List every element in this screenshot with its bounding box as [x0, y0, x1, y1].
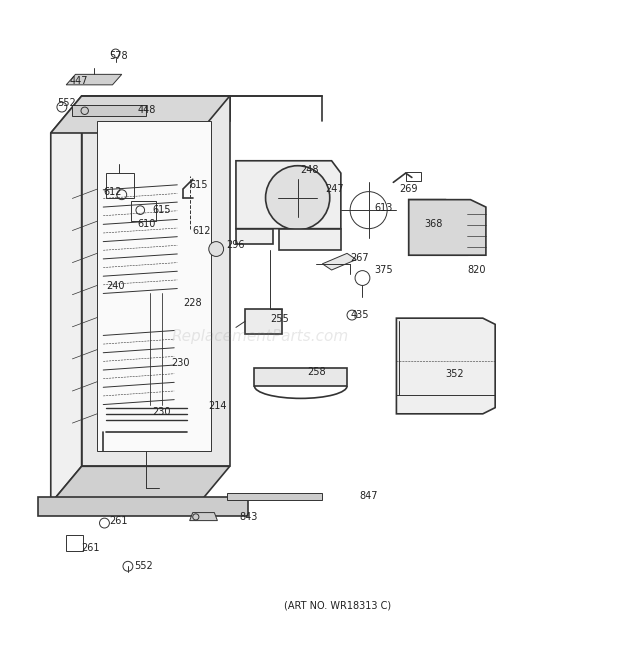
Polygon shape	[190, 512, 218, 521]
Text: 612: 612	[104, 186, 122, 196]
Polygon shape	[51, 466, 230, 503]
Text: 820: 820	[467, 265, 486, 275]
Polygon shape	[279, 229, 341, 251]
Text: 296: 296	[227, 241, 245, 251]
Bar	[106, 173, 134, 198]
Polygon shape	[82, 96, 230, 466]
Text: 843: 843	[239, 512, 257, 522]
Bar	[131, 201, 156, 221]
Text: 448: 448	[137, 104, 156, 114]
Text: 255: 255	[270, 315, 289, 325]
Polygon shape	[254, 368, 347, 386]
Text: 552: 552	[134, 561, 153, 571]
Polygon shape	[51, 96, 82, 503]
Text: 615: 615	[190, 180, 208, 190]
Polygon shape	[227, 494, 322, 500]
Text: 247: 247	[326, 184, 344, 194]
Circle shape	[209, 242, 224, 256]
Text: 352: 352	[446, 369, 464, 379]
Text: 269: 269	[399, 184, 418, 194]
Polygon shape	[245, 309, 282, 334]
Text: 228: 228	[184, 297, 202, 308]
Polygon shape	[236, 161, 341, 229]
Text: 240: 240	[106, 281, 125, 291]
Bar	[97, 121, 211, 451]
Polygon shape	[409, 200, 467, 255]
Polygon shape	[38, 497, 248, 516]
Text: 258: 258	[307, 368, 326, 377]
Polygon shape	[322, 253, 356, 270]
Text: 375: 375	[375, 265, 394, 275]
Polygon shape	[66, 74, 122, 85]
Bar	[66, 535, 84, 551]
Text: 230: 230	[171, 358, 190, 368]
Polygon shape	[73, 105, 146, 116]
Text: 615: 615	[153, 205, 171, 215]
Text: 847: 847	[360, 491, 378, 501]
Text: 261: 261	[109, 516, 128, 525]
Text: 610: 610	[137, 219, 156, 229]
Polygon shape	[236, 229, 273, 244]
Text: 447: 447	[69, 75, 88, 85]
Text: 552: 552	[57, 98, 76, 108]
Circle shape	[265, 166, 330, 230]
Text: 578: 578	[109, 51, 128, 61]
Text: 435: 435	[350, 310, 369, 320]
Text: 267: 267	[350, 253, 369, 262]
Text: ReplacementParts.com: ReplacementParts.com	[172, 329, 349, 344]
Text: (ART NO. WR18313 C): (ART NO. WR18313 C)	[284, 600, 391, 610]
Polygon shape	[409, 200, 486, 255]
Text: 214: 214	[208, 401, 227, 410]
Text: 261: 261	[82, 543, 100, 553]
Text: 613: 613	[375, 204, 393, 214]
Text: 612: 612	[193, 225, 211, 235]
Text: 248: 248	[301, 165, 319, 175]
Bar	[405, 172, 421, 181]
Text: 230: 230	[153, 407, 171, 417]
Polygon shape	[51, 96, 230, 133]
Text: 368: 368	[424, 219, 443, 229]
Polygon shape	[396, 318, 495, 414]
